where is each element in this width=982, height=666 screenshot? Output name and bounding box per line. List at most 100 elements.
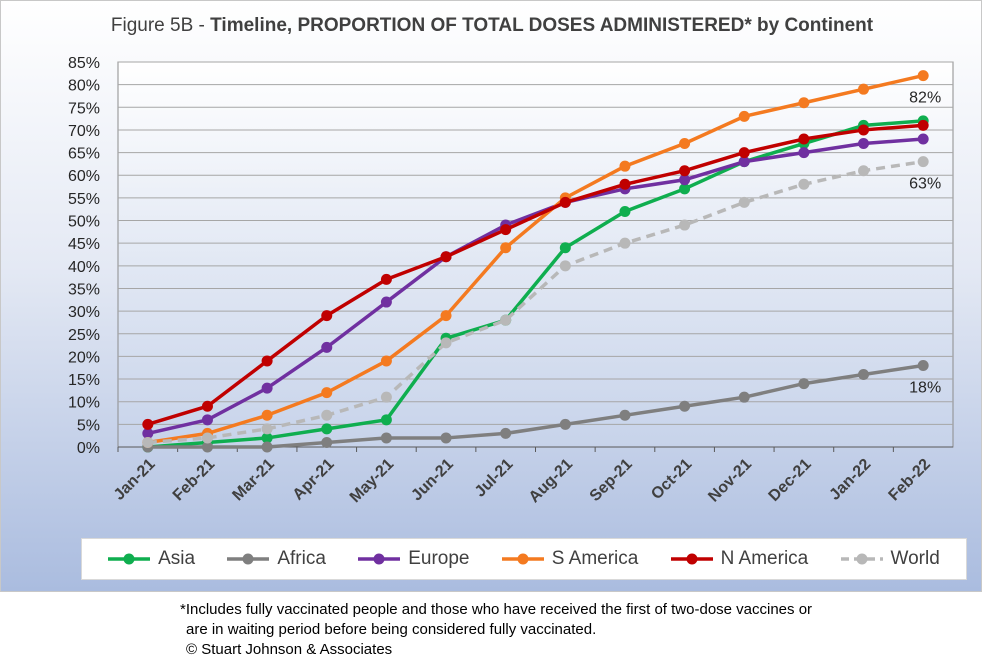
y-tick-label: 0% xyxy=(77,440,100,457)
data-point-africa xyxy=(201,441,213,453)
x-tick-label: Apr-21 xyxy=(290,456,338,504)
x-tick-label: May-21 xyxy=(347,456,397,506)
legend-label-world: World xyxy=(890,548,940,569)
data-label-world: 63% xyxy=(909,176,941,193)
data-point-europe xyxy=(142,427,154,439)
data-point-world xyxy=(201,432,213,444)
y-tick-label: 40% xyxy=(68,259,100,276)
data-point-n-america xyxy=(440,251,452,263)
legend-item-s-america: S America xyxy=(501,548,639,570)
data-point-s-america xyxy=(500,242,512,254)
data-point-s-america xyxy=(261,409,273,421)
x-tick-label: Feb-22 xyxy=(886,456,935,505)
data-point-world xyxy=(858,165,870,177)
data-point-africa xyxy=(440,432,452,444)
data-point-europe xyxy=(321,341,333,353)
legend-label-africa: Africa xyxy=(277,548,326,569)
data-point-europe xyxy=(738,156,750,168)
legend-item-asia: Asia xyxy=(108,548,195,570)
y-tick-label: 15% xyxy=(68,372,100,389)
data-point-world xyxy=(142,436,154,448)
y-tick-label: 65% xyxy=(68,146,100,163)
x-tick-label: Jan-21 xyxy=(111,456,159,504)
data-point-n-america xyxy=(738,147,750,159)
y-tick-label: 75% xyxy=(68,100,100,117)
data-point-asia xyxy=(679,183,691,195)
legend-swatch-asia xyxy=(108,553,151,565)
data-point-world xyxy=(559,260,571,272)
chart-area: Figure 5B - Timeline, PROPORTION OF TOTA… xyxy=(0,0,982,592)
y-tick-label: 70% xyxy=(68,123,100,140)
series-line-europe xyxy=(147,137,924,436)
series-line-africa xyxy=(147,363,924,449)
data-point-world xyxy=(500,314,512,326)
plot-area xyxy=(117,61,954,448)
data-point-africa xyxy=(738,391,750,403)
series-line-n-america xyxy=(147,123,924,427)
y-tick-label: 80% xyxy=(68,78,100,95)
data-point-n-america xyxy=(559,196,571,208)
data-point-africa xyxy=(917,359,929,371)
data-point-n-america xyxy=(858,124,870,136)
data-point-world xyxy=(619,237,631,249)
data-point-n-america xyxy=(917,119,929,131)
data-point-s-america xyxy=(679,138,691,150)
line-chart: 0% 5% 10% 15% 20% 25% 30% 35% 40% 45% 50% 55% 60% 65%… xyxy=(68,55,954,506)
data-point-europe xyxy=(917,133,929,145)
data-point-world xyxy=(679,219,691,231)
chart-legend: Asia Africa Europe S America N America World xyxy=(81,538,967,580)
x-tick-label: Jun-21 xyxy=(408,456,457,505)
y-tick-label: 25% xyxy=(68,327,100,344)
x-tick-label: Jan-22 xyxy=(826,456,874,504)
data-point-africa xyxy=(798,378,810,390)
data-point-africa xyxy=(679,400,691,412)
data-point-n-america xyxy=(380,273,392,285)
data-point-africa xyxy=(261,441,273,453)
y-tick-label: 55% xyxy=(68,191,100,208)
chart-title: Figure 5B - Timeline, PROPORTION OF TOTA… xyxy=(1,15,982,37)
data-point-europe xyxy=(858,138,870,150)
data-point-europe xyxy=(261,382,273,394)
legend-swatch-s-america xyxy=(501,553,544,565)
legend-label-s-america: S America xyxy=(551,548,639,569)
data-point-s-america xyxy=(440,310,452,322)
data-point-n-america xyxy=(679,165,691,177)
data-point-asia xyxy=(559,242,571,254)
legend-swatch-world xyxy=(840,553,883,565)
data-point-europe xyxy=(380,296,392,308)
y-tick-label: 20% xyxy=(68,349,100,366)
data-point-world xyxy=(380,391,392,403)
x-tick-label: Jul-21 xyxy=(472,456,517,501)
series-line-asia xyxy=(147,119,924,449)
x-tick-label: Nov-21 xyxy=(705,456,755,506)
x-tick-label: Aug-21 xyxy=(526,456,576,506)
data-point-world xyxy=(321,409,333,421)
legend-swatch-africa xyxy=(227,553,270,565)
y-tick-label: 10% xyxy=(68,395,100,412)
legend-label-asia: Asia xyxy=(158,548,196,569)
data-label-s-america: 82% xyxy=(909,90,941,107)
data-point-africa xyxy=(500,427,512,439)
chart-title-main: Timeline, PROPORTION OF TOTAL DOSES ADMI… xyxy=(210,15,874,36)
y-tick-label: 60% xyxy=(68,168,100,185)
data-point-s-america xyxy=(917,70,929,82)
data-point-n-america xyxy=(201,400,213,412)
legend-swatch-europe xyxy=(358,553,401,565)
x-tick-label: Oct-21 xyxy=(648,456,695,503)
data-point-asia xyxy=(619,205,631,217)
y-tick-label: 30% xyxy=(68,304,100,321)
legend-label-n-america: N America xyxy=(720,548,809,569)
data-point-s-america xyxy=(619,160,631,172)
data-point-n-america xyxy=(500,224,512,236)
legend-item-n-america: N America xyxy=(670,548,809,570)
data-point-africa xyxy=(321,436,333,448)
y-tick-label: 50% xyxy=(68,214,100,231)
series-line-s-america xyxy=(147,73,924,445)
footnote: *Includes fully vaccinated people and th… xyxy=(180,600,812,660)
data-point-s-america xyxy=(380,355,392,367)
data-point-europe xyxy=(201,414,213,426)
data-point-n-america xyxy=(261,355,273,367)
legend-label-europe: Europe xyxy=(408,548,470,569)
data-point-africa xyxy=(559,418,571,430)
x-tick-label: Feb-21 xyxy=(170,456,219,505)
